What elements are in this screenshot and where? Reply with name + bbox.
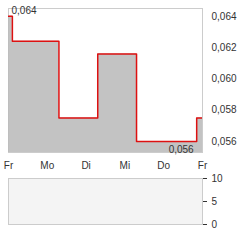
svg-text:10: 10: [212, 173, 224, 184]
svg-text:0,062: 0,062: [212, 42, 237, 53]
svg-text:0,060: 0,060: [212, 73, 237, 84]
svg-text:0,056: 0,056: [212, 136, 237, 147]
svg-text:0,056: 0,056: [169, 144, 194, 155]
svg-text:Di: Di: [81, 160, 90, 171]
svg-text:5: 5: [212, 196, 218, 207]
svg-text:0,064: 0,064: [12, 5, 37, 16]
svg-text:0,058: 0,058: [212, 104, 237, 115]
svg-text:0,064: 0,064: [212, 11, 237, 22]
svg-text:Fr: Fr: [4, 160, 14, 171]
svg-text:Mo: Mo: [40, 160, 54, 171]
svg-text:Fr: Fr: [198, 160, 208, 171]
svg-text:Mi: Mi: [120, 160, 131, 171]
svg-text:Do: Do: [157, 160, 170, 171]
svg-text:0: 0: [212, 219, 218, 230]
